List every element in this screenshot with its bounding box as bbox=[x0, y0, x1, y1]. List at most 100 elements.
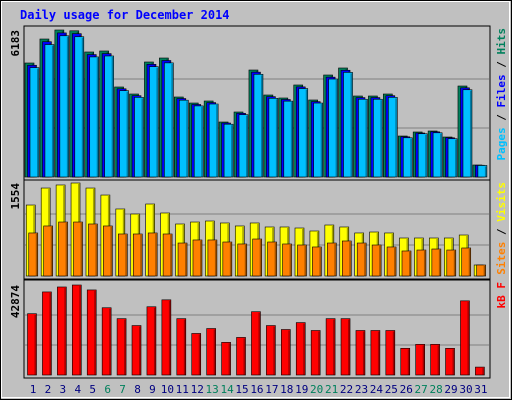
bar bbox=[415, 344, 425, 376]
bar-shade bbox=[438, 250, 441, 276]
bar bbox=[446, 249, 457, 277]
bar bbox=[447, 138, 458, 178]
bar-shade bbox=[364, 244, 366, 276]
x-tick-label: 25 bbox=[385, 383, 398, 396]
bar-shade bbox=[214, 240, 217, 276]
bar bbox=[58, 221, 68, 277]
bar-shade bbox=[49, 292, 52, 375]
bar bbox=[373, 98, 383, 178]
legend-entry: Sites bbox=[495, 242, 508, 275]
bar bbox=[462, 89, 473, 178]
bar bbox=[340, 318, 351, 376]
bar bbox=[162, 233, 173, 277]
bar-shade bbox=[350, 73, 353, 177]
y-tick-label: 42874 bbox=[9, 285, 22, 318]
bar bbox=[149, 66, 159, 178]
x-tick-label: 6 bbox=[104, 383, 111, 396]
bar-shade bbox=[198, 334, 201, 375]
bar bbox=[356, 242, 367, 277]
bar bbox=[298, 88, 309, 178]
bar bbox=[251, 311, 261, 376]
bar bbox=[116, 318, 127, 376]
bar bbox=[385, 330, 396, 376]
bar bbox=[74, 36, 85, 178]
bar-shade bbox=[484, 166, 487, 177]
bar-shade bbox=[482, 368, 484, 375]
bar bbox=[252, 238, 262, 277]
bar bbox=[208, 103, 219, 178]
x-tick-label: 11 bbox=[176, 383, 189, 396]
bar-shade bbox=[437, 345, 440, 375]
bar-shade bbox=[260, 75, 263, 177]
x-tick-label: 12 bbox=[191, 383, 204, 396]
bar-shade bbox=[362, 331, 365, 375]
legend-entry: Visits bbox=[495, 182, 508, 222]
bar-shade bbox=[274, 243, 277, 276]
legend-separator: / bbox=[495, 222, 508, 242]
y-tick-label: 6183 bbox=[9, 30, 22, 57]
bar-shade bbox=[319, 247, 322, 276]
x-tick-label: 17 bbox=[265, 383, 278, 396]
bar-shade bbox=[213, 329, 216, 375]
bar bbox=[71, 284, 82, 376]
bar bbox=[430, 344, 440, 376]
x-tick-label: 28 bbox=[429, 383, 442, 396]
bar bbox=[161, 299, 172, 376]
bar-shade bbox=[155, 233, 157, 276]
bar-shade bbox=[79, 286, 81, 375]
bar bbox=[193, 105, 204, 178]
bar bbox=[281, 329, 291, 376]
bar-shade bbox=[468, 248, 471, 276]
legend-entry: Pages bbox=[495, 127, 508, 160]
bar-shade bbox=[377, 331, 380, 375]
bar-shade bbox=[333, 319, 335, 375]
bar bbox=[88, 223, 98, 277]
x-tick-label: 29 bbox=[444, 383, 457, 396]
x-tick-label: 21 bbox=[325, 383, 338, 396]
bar-shade bbox=[440, 133, 442, 177]
x-tick-label: 13 bbox=[206, 383, 219, 396]
bar bbox=[401, 250, 412, 277]
bar-shade bbox=[95, 224, 98, 276]
bar bbox=[118, 233, 128, 277]
bar-shade bbox=[334, 244, 336, 276]
x-tick-label: 5 bbox=[89, 383, 96, 396]
bar-shade bbox=[126, 91, 129, 177]
bar-shade bbox=[349, 241, 351, 276]
bar bbox=[355, 330, 366, 376]
x-tick-label: 14 bbox=[220, 383, 234, 396]
bar bbox=[89, 56, 100, 178]
bar bbox=[103, 225, 113, 277]
bar-shade bbox=[170, 234, 172, 276]
bar bbox=[475, 366, 485, 376]
x-tick-label: 26 bbox=[400, 383, 413, 396]
bar bbox=[177, 242, 188, 277]
x-tick-label: 3 bbox=[60, 383, 67, 396]
x-tick-label: 30 bbox=[459, 383, 472, 396]
x-tick-label: 20 bbox=[310, 383, 323, 396]
chart-title: Daily usage for December 2014 bbox=[20, 8, 230, 22]
bar bbox=[327, 242, 337, 277]
bar-shade bbox=[407, 349, 410, 375]
bar-shade bbox=[392, 331, 395, 375]
legend-separator: / bbox=[495, 108, 508, 128]
bar bbox=[461, 247, 472, 277]
bar-shade bbox=[258, 312, 261, 375]
bar bbox=[206, 328, 216, 376]
bar-shade bbox=[320, 104, 323, 177]
bar bbox=[432, 132, 443, 178]
bar-shade bbox=[422, 345, 425, 375]
bar bbox=[179, 99, 189, 178]
bar bbox=[101, 307, 112, 376]
legend: kB F bbox=[495, 282, 508, 309]
x-tick-label: 19 bbox=[295, 383, 308, 396]
bar bbox=[43, 225, 53, 277]
x-tick-label: 27 bbox=[415, 383, 428, 396]
bar bbox=[386, 246, 397, 277]
bar bbox=[29, 67, 40, 178]
bar bbox=[297, 244, 307, 277]
bar bbox=[267, 241, 277, 277]
bar-shade bbox=[409, 251, 411, 276]
